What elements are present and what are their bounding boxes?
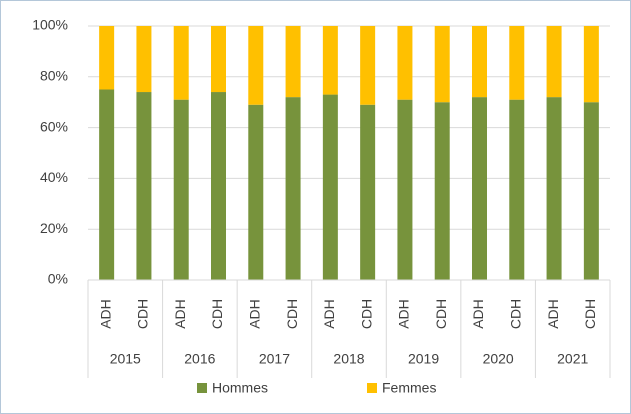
bar-segment [546, 26, 562, 98]
x-tick-label: ADH [97, 299, 113, 329]
group-label: 2018 [333, 351, 364, 367]
bar-segment [546, 97, 562, 281]
bar-segment [248, 104, 264, 281]
x-tick-label: CDH [433, 299, 449, 329]
x-tick-label: CDH [209, 299, 225, 329]
x-tick-label: ADH [545, 299, 561, 329]
bar-segment [509, 99, 525, 280]
y-tick-label: 20% [40, 220, 68, 236]
x-tick-label: ADH [470, 299, 486, 329]
bar-segment [173, 99, 189, 280]
bar-segment [583, 26, 599, 103]
legend-swatch [367, 383, 377, 393]
bar-segment [472, 97, 487, 281]
x-tick-label: ADH [321, 299, 337, 329]
legend-label: Femmes [382, 380, 436, 396]
bar-segment [211, 26, 226, 93]
y-tick-label: 80% [40, 68, 68, 84]
x-tick-label: CDH [135, 299, 151, 329]
bar-segment [583, 102, 599, 280]
y-tick-label: 60% [40, 118, 68, 134]
y-tick-label: 0% [48, 271, 68, 287]
group-label: 2017 [259, 351, 290, 367]
bar-segment [360, 104, 376, 281]
bar-segment [322, 94, 338, 280]
bar-segment [434, 102, 450, 280]
x-tick-label: CDH [358, 299, 374, 329]
legend-label: Hommes [212, 380, 268, 396]
bar-segment [99, 26, 115, 90]
x-tick-label: ADH [172, 299, 188, 329]
x-tick-label: CDH [507, 299, 523, 329]
x-tick-label: CDH [582, 299, 598, 329]
bar-segment [285, 26, 301, 98]
x-tick-label: CDH [284, 299, 300, 329]
x-tick-label: ADH [396, 299, 412, 329]
bar-segment [136, 26, 152, 93]
bar-segment [136, 92, 152, 280]
bar-segment [472, 26, 487, 98]
group-label: 2015 [110, 351, 141, 367]
bar-segment [397, 26, 413, 100]
bar-segment [173, 26, 189, 100]
y-tick-label: 40% [40, 169, 68, 185]
bar-segment [509, 26, 525, 100]
y-tick-label: 100% [32, 17, 68, 33]
group-label: 2020 [483, 351, 514, 367]
bar-segment [397, 99, 413, 280]
bar-segment [248, 26, 264, 105]
group-label: 2021 [557, 351, 588, 367]
bar-segment [211, 92, 226, 280]
bar-segment [322, 26, 338, 95]
bar-segment [360, 26, 376, 105]
bar-segment [434, 26, 450, 103]
bar-segment [285, 97, 301, 281]
x-tick-label: ADH [246, 299, 262, 329]
legend-swatch [197, 383, 207, 393]
group-label: 2016 [184, 351, 215, 367]
group-label: 2019 [408, 351, 439, 367]
bar-segment [99, 89, 115, 280]
